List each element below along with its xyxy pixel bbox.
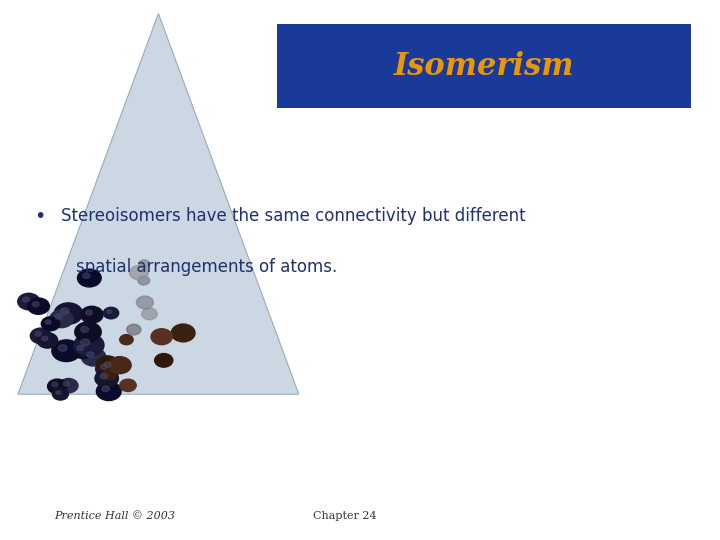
- Circle shape: [54, 303, 83, 324]
- Circle shape: [32, 302, 39, 307]
- Circle shape: [77, 346, 84, 350]
- Circle shape: [37, 333, 58, 348]
- Circle shape: [56, 391, 60, 394]
- Circle shape: [48, 379, 67, 394]
- Circle shape: [130, 266, 148, 280]
- Circle shape: [52, 382, 58, 387]
- Text: Stereoisomers have the same connectivity but different: Stereoisomers have the same connectivity…: [61, 207, 526, 225]
- Circle shape: [75, 322, 102, 342]
- FancyBboxPatch shape: [277, 24, 691, 108]
- Circle shape: [138, 276, 150, 285]
- Circle shape: [72, 342, 94, 359]
- Circle shape: [104, 307, 119, 319]
- Circle shape: [109, 356, 131, 374]
- Circle shape: [45, 320, 51, 324]
- Circle shape: [81, 348, 106, 366]
- Circle shape: [104, 362, 111, 367]
- Circle shape: [59, 379, 78, 393]
- Circle shape: [96, 382, 121, 401]
- Polygon shape: [18, 14, 299, 394]
- Text: •: •: [34, 206, 45, 226]
- Circle shape: [96, 361, 118, 377]
- Circle shape: [63, 382, 69, 386]
- Text: Chapter 24: Chapter 24: [313, 511, 377, 521]
- Circle shape: [96, 356, 119, 373]
- Circle shape: [60, 308, 69, 314]
- Circle shape: [78, 269, 102, 287]
- Circle shape: [101, 364, 107, 369]
- Text: Isomerism: Isomerism: [394, 51, 575, 82]
- Circle shape: [171, 324, 195, 342]
- Circle shape: [18, 293, 40, 310]
- Circle shape: [100, 374, 107, 379]
- Circle shape: [102, 386, 109, 391]
- Text: Prentice Hall © 2003: Prentice Hall © 2003: [54, 511, 175, 521]
- Circle shape: [30, 328, 51, 344]
- Circle shape: [58, 345, 67, 352]
- Circle shape: [35, 332, 41, 336]
- Circle shape: [41, 317, 60, 330]
- Circle shape: [87, 352, 94, 357]
- Circle shape: [151, 329, 172, 345]
- Circle shape: [120, 379, 136, 392]
- Circle shape: [107, 310, 112, 313]
- Circle shape: [139, 260, 149, 268]
- Circle shape: [86, 310, 92, 315]
- Circle shape: [127, 324, 141, 335]
- Circle shape: [50, 310, 73, 328]
- Circle shape: [155, 354, 173, 367]
- Circle shape: [142, 308, 157, 320]
- Circle shape: [102, 369, 117, 380]
- Circle shape: [74, 334, 104, 356]
- Circle shape: [42, 336, 48, 341]
- Circle shape: [81, 327, 89, 333]
- Text: spatial arrangements of atoms.: spatial arrangements of atoms.: [76, 258, 337, 276]
- Circle shape: [99, 358, 122, 376]
- Circle shape: [95, 369, 118, 387]
- Circle shape: [53, 388, 68, 400]
- Circle shape: [81, 306, 103, 323]
- Circle shape: [55, 314, 62, 319]
- Circle shape: [120, 335, 133, 345]
- Circle shape: [27, 298, 50, 314]
- Circle shape: [23, 297, 30, 302]
- Circle shape: [52, 340, 81, 362]
- Circle shape: [81, 339, 90, 346]
- Circle shape: [136, 296, 153, 309]
- Circle shape: [83, 273, 90, 279]
